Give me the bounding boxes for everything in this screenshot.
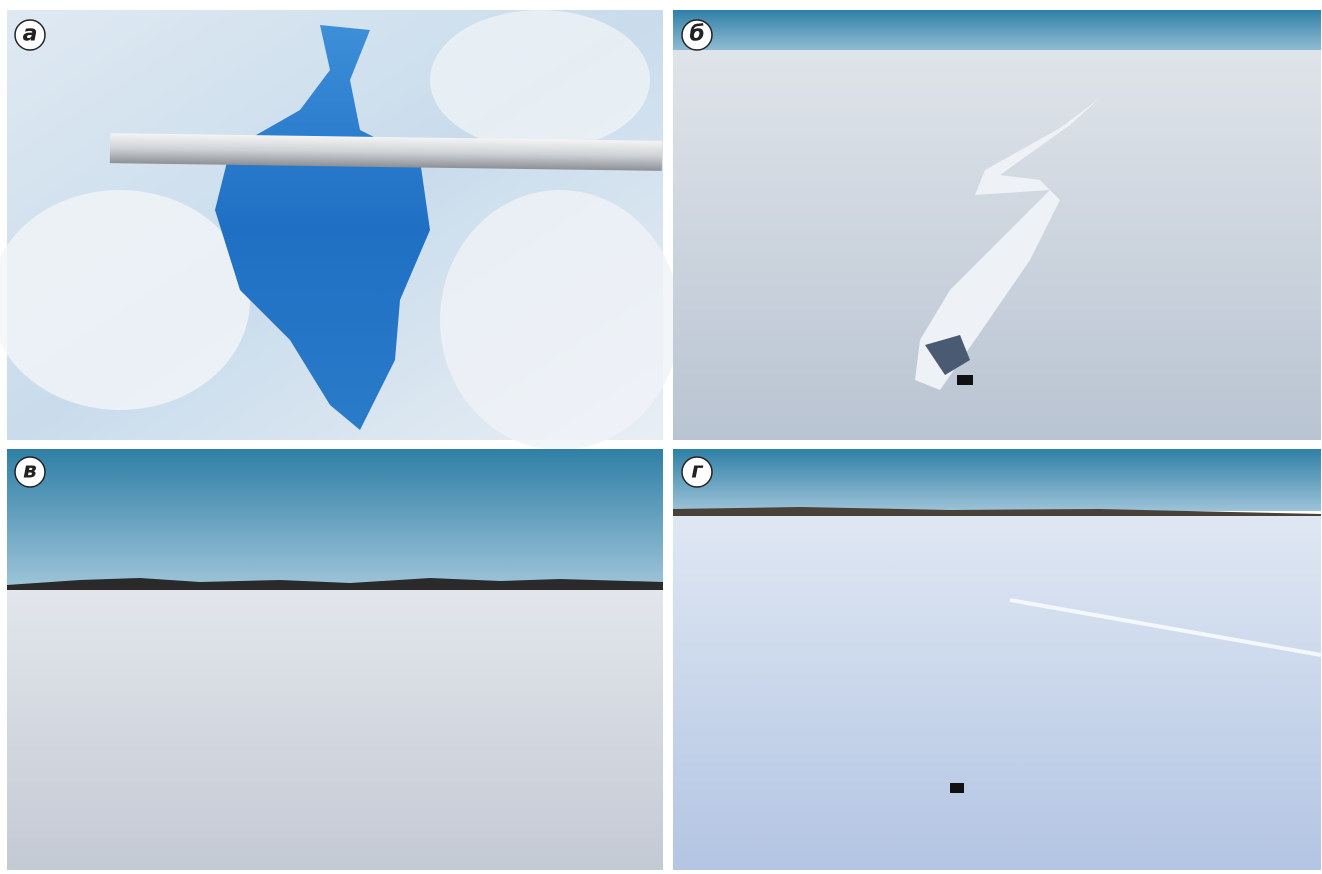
photo-crevice (0, 10, 680, 450)
panel-label: г (691, 459, 704, 484)
panel-label-b: б (681, 19, 713, 51)
panel-label: в (23, 459, 37, 484)
panel-label: б (689, 22, 704, 47)
photo-crack (673, 10, 1321, 440)
panel-label-d: г (681, 456, 713, 488)
panel-label: а (23, 22, 38, 47)
panel-label-c: в (14, 456, 46, 488)
photo-ice-plain (7, 449, 663, 870)
photo-lake-ice (673, 449, 1322, 870)
panel-label-a: а (14, 19, 46, 51)
